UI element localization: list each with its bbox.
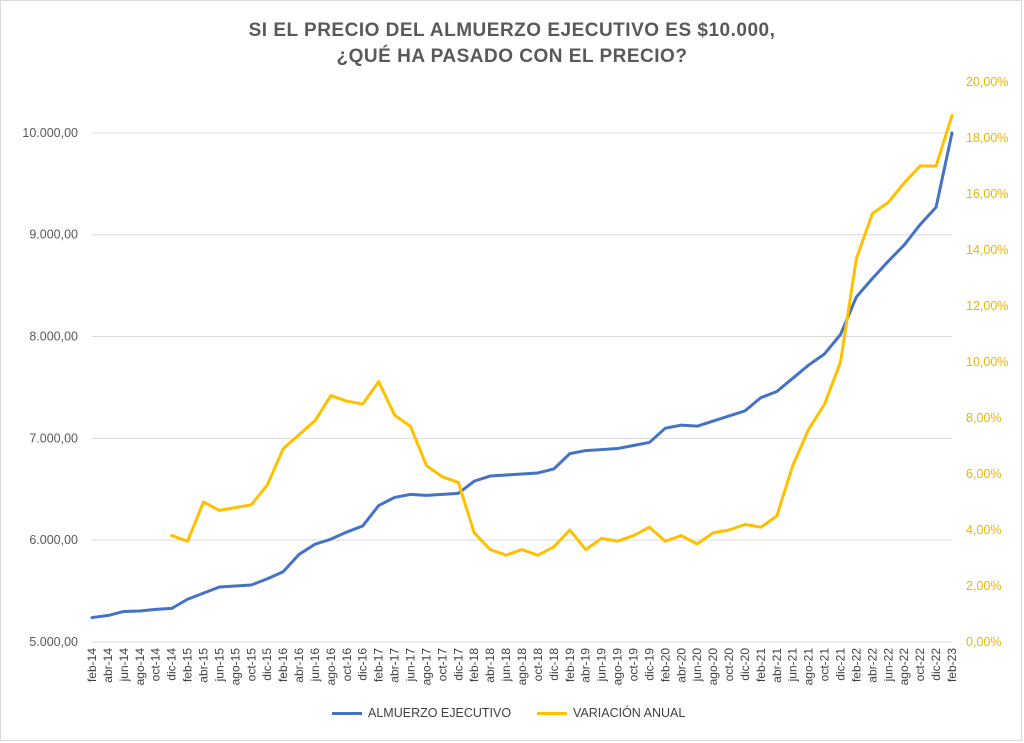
x-tick-label: oct-14 [149,648,163,682]
x-tick-label: dic-18 [547,648,561,681]
x-tick-label: feb-18 [467,648,481,682]
x-tick-label: oct-17 [435,648,449,682]
x-tick-label: ago-21 [802,648,816,686]
y-left-tick-label: 9.000,00 [29,228,78,242]
legend: ALMUERZO EJECUTIVO VARIACIÓN ANUAL [0,706,1024,730]
x-tick-label: ago-14 [133,648,147,686]
x-tick-label: oct-20 [722,648,736,682]
y-right-tick-label: 16,00% [966,187,1008,201]
x-tick-label: abr-19 [579,648,593,683]
x-tick-label: oct-21 [818,648,832,682]
x-tick-label: jun-14 [117,648,131,683]
legend-item-almuerzo: ALMUERZO EJECUTIVO [332,706,511,720]
x-tick-label: ago-20 [706,648,720,686]
y-right-tick-label: 4,00% [966,523,1001,537]
y-right-tick-label: 20,00% [966,75,1008,89]
x-tick-label: jun-18 [499,648,513,683]
x-tick-label: feb-23 [945,648,959,682]
y-right-tick-label: 18,00% [966,131,1008,145]
y-right-tick-label: 10,00% [966,355,1008,369]
y-right-tick-label: 2,00% [966,579,1001,593]
x-tick-label: abr-15 [196,648,210,683]
y-axis-right: 0,00% 2,00% 4,00% 6,00% 8,00% 10,00% 12,00% 14,… [966,75,1008,649]
x-tick-label: oct-18 [531,648,545,682]
x-tick-label: ago-15 [228,648,242,686]
x-tick-label: feb-14 [85,648,99,682]
x-tick-label: abr-20 [674,648,688,683]
legend-swatch-variacion [537,711,567,715]
x-tick-label: feb-17 [372,648,386,682]
x-tick-label: oct-15 [244,648,258,682]
chart-title: SI EL PRECIO DEL ALMUERZO EJECUTIVO ES $… [0,18,1024,70]
x-tick-label: abr-18 [483,648,497,683]
y-right-tick-label: 12,00% [966,299,1008,313]
x-tick-label: abr-21 [770,648,784,683]
y-left-tick-label: 7.000,00 [29,431,78,445]
x-tick-label: jun-17 [404,648,418,683]
x-tick-label: jun-16 [308,648,322,683]
x-tick-label: dic-19 [642,648,656,681]
y-right-tick-label: 8,00% [966,411,1001,425]
x-tick-label: abr-16 [292,648,306,683]
y-right-tick-label: 6,00% [966,467,1001,481]
x-tick-label: abr-22 [865,648,879,683]
legend-label-variacion: VARIACIÓN ANUAL [573,706,686,720]
x-tick-label: feb-15 [181,648,195,682]
x-tick-label: oct-19 [626,648,640,682]
legend-swatch-almuerzo [332,711,362,715]
x-tick-label: ago-18 [515,648,529,686]
series-line-almuerzo [90,131,954,620]
y-right-tick-label: 0,00% [966,635,1001,649]
y-axis-left: 5.000,00 6.000,00 7.000,00 8.000,00 9.000,00… [22,126,78,649]
x-tick-label: ago-16 [324,648,338,686]
y-right-tick-label: 14,00% [966,243,1008,257]
x-tick-label: dic-20 [738,648,752,681]
x-tick-label: abr-14 [101,648,115,683]
x-tick-label: dic-15 [260,648,274,681]
x-tick-label: ago-22 [897,648,911,686]
y-left-tick-label: 5.000,00 [29,635,78,649]
x-tick-label: jun-15 [212,648,226,683]
x-tick-label: dic-16 [356,648,370,681]
x-tick-label: dic-22 [929,648,943,681]
x-tick-label: feb-22 [849,648,863,682]
y-left-tick-label: 8.000,00 [29,330,78,344]
x-tick-label: feb-16 [276,648,290,682]
x-tick-label: abr-17 [388,648,402,683]
x-tick-label: feb-21 [754,648,768,682]
legend-label-almuerzo: ALMUERZO EJECUTIVO [368,706,512,720]
y-left-tick-label: 6.000,00 [29,533,78,547]
x-tick-label: jun-20 [690,648,704,683]
x-tick-label: feb-19 [563,648,577,682]
x-tick-label: jun-22 [881,648,895,683]
x-tick-label: oct-22 [913,648,927,682]
legend-item-variacion: VARIACIÓN ANUAL [537,706,685,720]
y-left-tick-label: 10.000,00 [22,126,78,140]
x-tick-label: oct-16 [340,648,354,682]
x-tick-label: ago-19 [611,648,625,686]
chart-title-line1: SI EL PRECIO DEL ALMUERZO EJECUTIVO ES $… [248,20,776,41]
x-tick-label: dic-21 [834,648,848,681]
x-tick-label: feb-20 [658,648,672,682]
x-axis: feb-14 abr-14 jun-14 ago-14 oct-14 dic-14 feb-… [85,641,959,686]
x-tick-label: ago-17 [419,648,433,686]
gridlines [92,132,952,643]
chart-title-line2: ¿QUÉ HA PASADO CON EL PRECIO? [336,46,688,67]
series-line-variacion [170,114,954,557]
x-tick-label: jun-19 [595,648,609,683]
x-tick-label: dic-17 [451,648,465,681]
series-group [90,114,954,620]
x-tick-label: dic-14 [165,648,179,681]
x-tick-label: jun-21 [786,648,800,683]
